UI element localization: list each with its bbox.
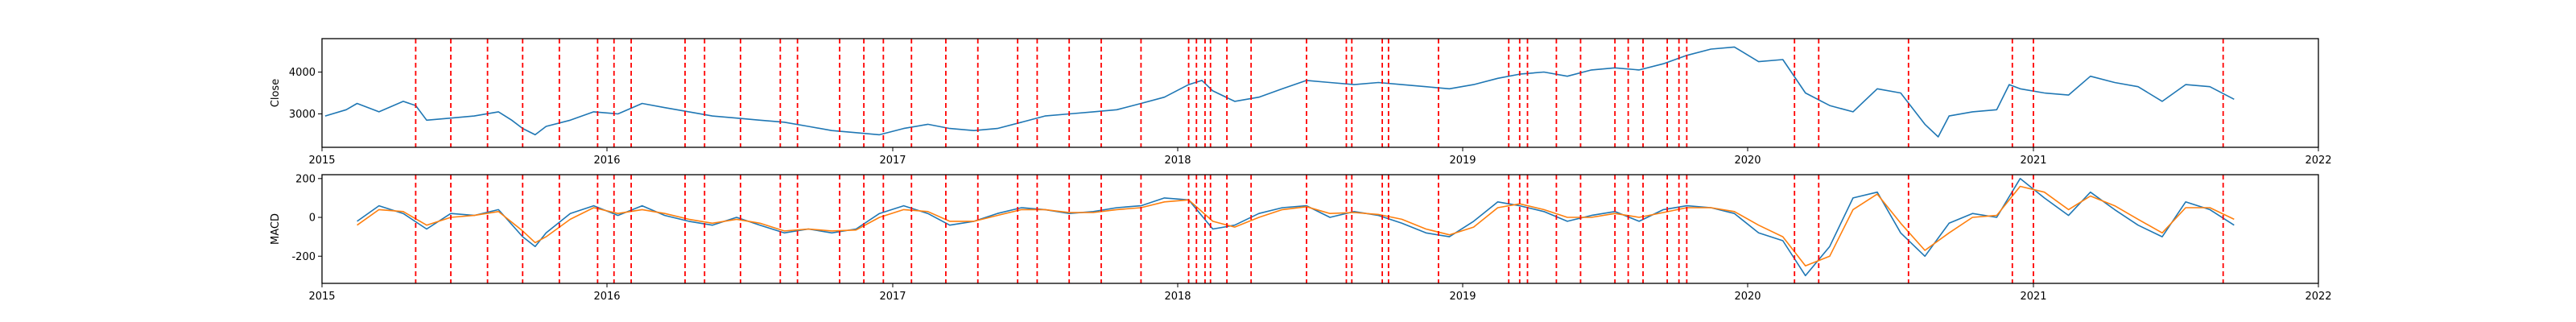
x-tick-label: 2022 xyxy=(2305,155,2331,167)
x-tick-label: 2022 xyxy=(2305,291,2331,303)
x-tick-label: 2015 xyxy=(308,155,335,167)
y-tick-label: 4000 xyxy=(289,67,316,79)
y-tick-label: 3000 xyxy=(289,109,316,121)
x-tick-label: 2017 xyxy=(879,155,906,167)
series-line-2 xyxy=(357,185,2235,267)
series-line-1 xyxy=(324,46,2235,138)
x-tick-label: 2018 xyxy=(1164,291,1191,303)
y-axis-label: MACD xyxy=(270,213,282,245)
y-tick-label: -200 xyxy=(291,251,316,263)
axes-frame xyxy=(321,38,2319,148)
y-axis-label: Close xyxy=(270,79,282,107)
panel-close: 2015 2016 2017 2018 2019 2020 2021 2022 3000 4000… xyxy=(270,38,2332,167)
x-tick-label: 2019 xyxy=(1449,155,1476,167)
x-tick-label: 2016 xyxy=(593,155,620,167)
x-tick-label: 2018 xyxy=(1164,155,1191,167)
axes-frame xyxy=(321,174,2319,284)
x-tick-label: 2016 xyxy=(593,291,620,303)
x-tick-label: 2019 xyxy=(1449,291,1476,303)
plot-area xyxy=(357,175,2235,283)
x-tick-label: 2020 xyxy=(1734,291,1761,303)
x-tick-label: 2015 xyxy=(308,291,335,303)
panel-macd: 2015 2016 2017 2018 2019 2020 2021 2022 -200 0 200… xyxy=(270,173,2332,303)
x-tick-label: 2020 xyxy=(1734,155,1761,167)
y-tick-label: 0 xyxy=(309,213,316,225)
y-tick-label: 200 xyxy=(295,173,316,185)
x-tick-label: 2021 xyxy=(2020,291,2046,303)
series-line-1 xyxy=(357,178,2235,277)
x-tick-label: 2021 xyxy=(2020,155,2046,167)
plot-area xyxy=(324,39,2235,147)
x-tick-label: 2017 xyxy=(879,291,906,303)
